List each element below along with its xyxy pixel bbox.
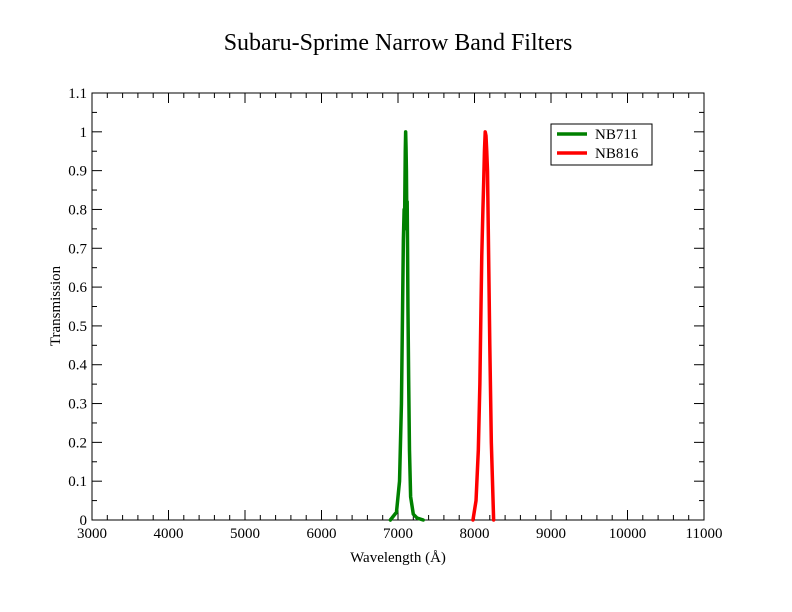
x-tick-label: 8000 <box>460 526 490 542</box>
x-tick-label: 3000 <box>77 526 107 542</box>
x-tick-label: 4000 <box>154 526 184 542</box>
y-tick-label: 0 <box>80 513 88 529</box>
x-tick-label: 9000 <box>536 526 566 542</box>
y-tick-label: 0.3 <box>68 397 87 413</box>
y-tick-label: 0.9 <box>68 164 87 180</box>
y-tick-labels: 0 0.1 0.2 0.3 0.4 0.5 0.6 0.7 0.8 0.9 1 1.1 <box>68 86 87 529</box>
legend: NB711 NB816 <box>550 123 653 166</box>
y-tick-label: 1 <box>80 125 88 141</box>
chart-title: Subaru-Sprime Narrow Band Filters <box>224 30 573 56</box>
y-tick-label: 0.7 <box>68 241 87 257</box>
y-tick-label: 0.8 <box>68 202 87 218</box>
y-tick-label: 1.1 <box>68 86 87 102</box>
x-tick-label: 5000 <box>230 526 260 542</box>
x-tick-label: 11000 <box>686 526 723 542</box>
axis-ticks <box>91 92 705 521</box>
y-axis-label: Transmission <box>48 265 64 346</box>
legend-label-nb816: NB816 <box>595 146 639 162</box>
y-tick-label: 0.5 <box>68 319 87 335</box>
x-tick-label: 6000 <box>307 526 337 542</box>
series-line-nb816 <box>471 130 496 522</box>
x-tick-label: 10000 <box>609 526 647 542</box>
series-lines <box>388 130 496 522</box>
x-tick-labels: 3000 4000 5000 6000 7000 8000 9000 10000 11000 <box>77 526 722 542</box>
series-line-nb711 <box>388 130 425 522</box>
legend-label-nb711: NB711 <box>595 127 638 143</box>
y-tick-label: 0.2 <box>68 435 87 451</box>
y-tick-label: 0.6 <box>68 280 87 296</box>
y-tick-label: 0.4 <box>68 358 87 374</box>
x-tick-label: 7000 <box>383 526 413 542</box>
x-axis-label: Wavelength (Å) <box>350 550 446 566</box>
y-tick-label: 0.1 <box>68 474 87 490</box>
legend-box <box>550 123 653 166</box>
